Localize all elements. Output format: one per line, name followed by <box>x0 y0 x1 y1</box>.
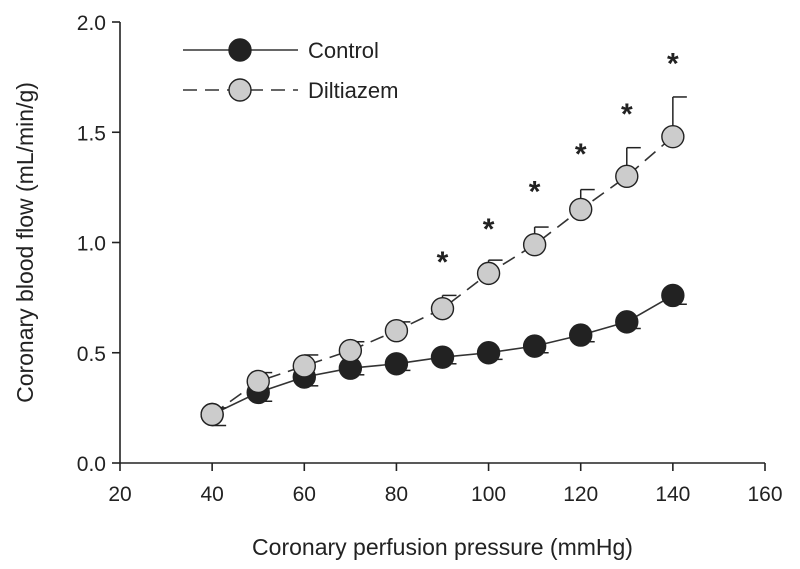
legend-marker <box>228 38 252 62</box>
data-point <box>615 310 639 334</box>
x-tick-label: 60 <box>293 483 316 506</box>
data-point <box>430 345 455 369</box>
y-tick-label: 0.5 <box>77 343 106 366</box>
x-tick-label: 140 <box>655 483 690 506</box>
x-tick-label: 120 <box>563 483 598 506</box>
y-tick-label: 1.5 <box>77 122 106 145</box>
legend-label: Control <box>308 38 379 63</box>
data-point <box>246 369 270 394</box>
series-layer <box>200 96 687 427</box>
data-point <box>615 164 639 189</box>
data-point <box>338 338 363 363</box>
legend: Control Diltiazem <box>183 38 398 103</box>
legend-label: Diltiazem <box>308 78 398 103</box>
significance-star: * <box>529 175 541 208</box>
axes: 20 40 60 80 100 120 140 160 0.0 0.5 1.0 1.5 2.0 Coron… <box>12 12 783 560</box>
data-point <box>430 296 455 321</box>
x-tick-label: 80 <box>385 483 408 506</box>
x-tick-label: 160 <box>747 483 782 506</box>
legend-marker <box>228 78 252 102</box>
x-axis-title: Coronary perfusion pressure (mmHg) <box>252 534 633 560</box>
significance-star: * <box>437 246 449 279</box>
data-point <box>200 402 224 427</box>
x-tick-label: 100 <box>471 483 506 506</box>
legend-item-control: Control <box>183 38 379 63</box>
y-tick-label: 0.0 <box>77 453 106 476</box>
significance-star: * <box>575 138 587 171</box>
y-tick-label: 1.0 <box>77 233 106 256</box>
data-point <box>661 283 685 308</box>
x-tick-label: 20 <box>108 483 131 506</box>
data-point <box>522 334 547 358</box>
x-tick-label: 40 <box>200 483 223 506</box>
data-point <box>569 197 593 222</box>
significance-star: * <box>621 98 633 131</box>
y-tick-label: 2.0 <box>77 12 106 35</box>
data-point <box>569 323 593 347</box>
significance-markers: * * * * * * <box>437 47 679 278</box>
data-point <box>476 261 501 286</box>
significance-star: * <box>483 213 495 246</box>
data-point <box>292 354 316 378</box>
y-axis-title: Coronary blood flow (mL/min/g) <box>12 82 38 403</box>
significance-star: * <box>667 47 679 80</box>
data-point <box>476 341 501 365</box>
data-point <box>384 319 409 343</box>
data-point <box>661 124 685 149</box>
data-point <box>384 352 409 376</box>
data-point <box>522 233 547 257</box>
series-diltiazem <box>200 96 687 427</box>
legend-item-diltiazem: Diltiazem <box>183 78 398 103</box>
